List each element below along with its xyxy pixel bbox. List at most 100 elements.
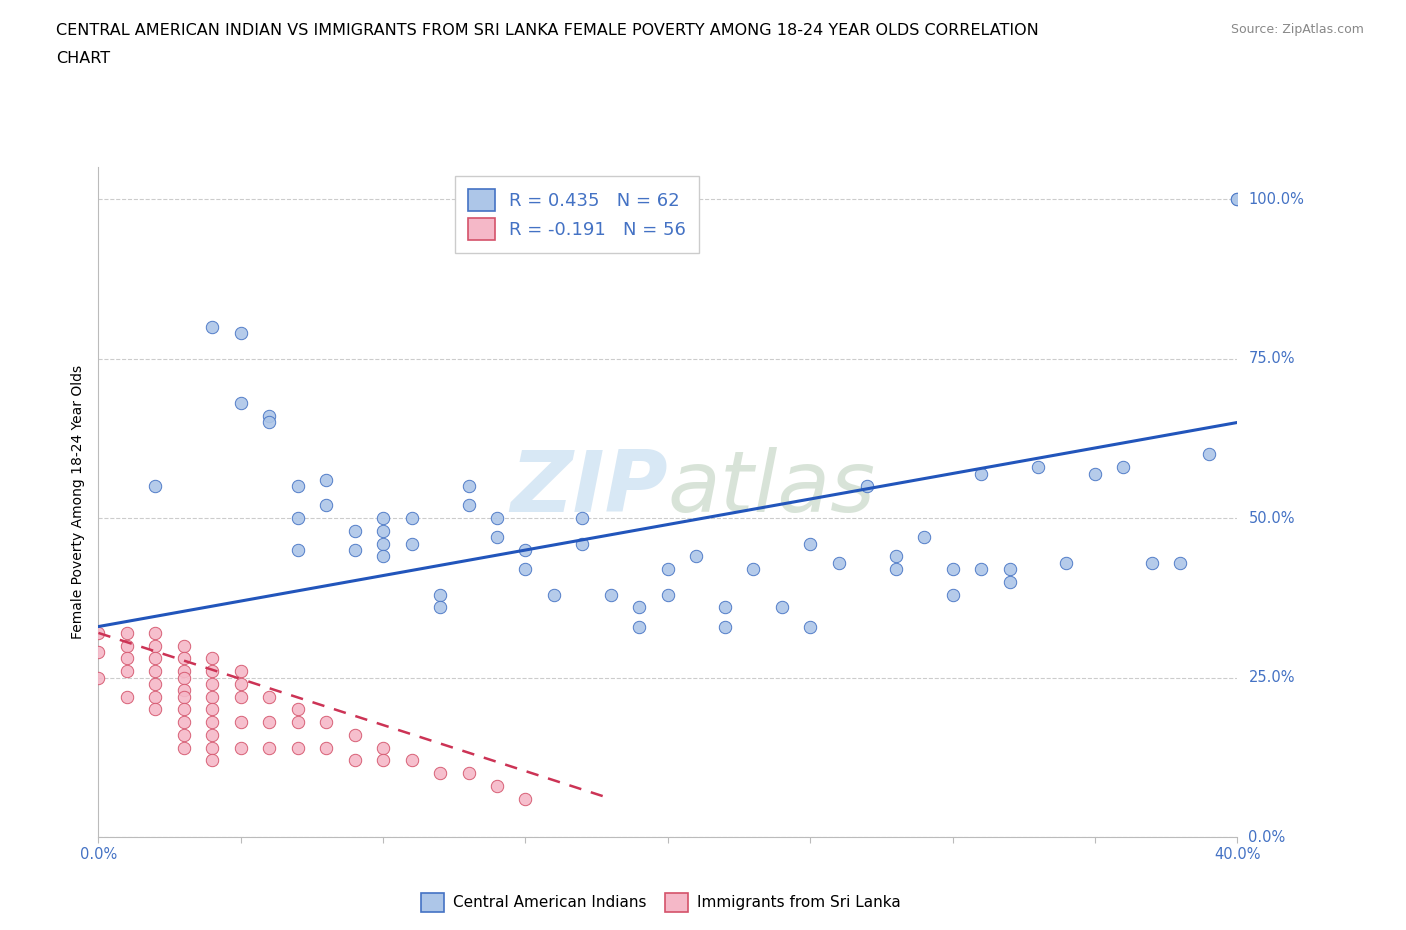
- Point: [201, 319, 224, 334]
- Point: [259, 415, 281, 430]
- Point: [486, 511, 509, 525]
- Point: [145, 702, 167, 717]
- Point: [998, 575, 1021, 590]
- Point: [145, 689, 167, 704]
- Text: 75.0%: 75.0%: [1249, 352, 1295, 366]
- Point: [373, 740, 395, 755]
- Point: [173, 715, 195, 730]
- Point: [799, 619, 821, 634]
- Point: [259, 689, 281, 704]
- Point: [1026, 459, 1049, 474]
- Point: [486, 778, 509, 793]
- Point: [229, 689, 252, 704]
- Point: [401, 511, 423, 525]
- Point: [571, 511, 593, 525]
- Point: [1170, 555, 1192, 570]
- Point: [373, 753, 395, 768]
- Point: [201, 753, 224, 768]
- Point: [115, 689, 138, 704]
- Point: [259, 740, 281, 755]
- Point: [229, 715, 252, 730]
- Point: [457, 498, 479, 512]
- Point: [1140, 555, 1163, 570]
- Point: [115, 626, 138, 641]
- Point: [429, 587, 451, 602]
- Point: [742, 562, 765, 577]
- Point: [942, 587, 965, 602]
- Point: [173, 702, 195, 717]
- Point: [1198, 447, 1220, 462]
- Text: atlas: atlas: [668, 447, 876, 530]
- Point: [970, 466, 993, 481]
- Point: [429, 600, 451, 615]
- Point: [173, 638, 195, 653]
- Point: [770, 600, 793, 615]
- Point: [657, 587, 679, 602]
- Point: [714, 600, 737, 615]
- Point: [201, 664, 224, 679]
- Point: [201, 689, 224, 704]
- Point: [315, 715, 337, 730]
- Point: [1056, 555, 1078, 570]
- Point: [145, 626, 167, 641]
- Point: [259, 408, 281, 423]
- Text: CENTRAL AMERICAN INDIAN VS IMMIGRANTS FROM SRI LANKA FEMALE POVERTY AMONG 18-24 : CENTRAL AMERICAN INDIAN VS IMMIGRANTS FR…: [56, 23, 1039, 38]
- Point: [1112, 459, 1135, 474]
- Point: [515, 791, 537, 806]
- Point: [201, 702, 224, 717]
- Text: 50.0%: 50.0%: [1249, 511, 1295, 525]
- Point: [628, 600, 651, 615]
- Point: [714, 619, 737, 634]
- Point: [229, 664, 252, 679]
- Point: [115, 638, 138, 653]
- Point: [145, 638, 167, 653]
- Point: [201, 740, 224, 755]
- Point: [884, 562, 907, 577]
- Point: [571, 537, 593, 551]
- Point: [998, 562, 1021, 577]
- Point: [287, 702, 309, 717]
- Point: [229, 740, 252, 755]
- Point: [87, 671, 110, 685]
- Point: [173, 651, 195, 666]
- Text: 100.0%: 100.0%: [1249, 192, 1305, 206]
- Point: [970, 562, 993, 577]
- Text: 25.0%: 25.0%: [1249, 671, 1295, 685]
- Point: [287, 715, 309, 730]
- Point: [229, 676, 252, 691]
- Legend: R = 0.435   N = 62, R = -0.191   N = 56: R = 0.435 N = 62, R = -0.191 N = 56: [456, 177, 699, 253]
- Point: [343, 753, 366, 768]
- Point: [628, 619, 651, 634]
- Y-axis label: Female Poverty Among 18-24 Year Olds: Female Poverty Among 18-24 Year Olds: [72, 365, 86, 639]
- Point: [828, 555, 851, 570]
- Point: [173, 740, 195, 755]
- Point: [287, 511, 309, 525]
- Point: [343, 727, 366, 742]
- Point: [287, 479, 309, 494]
- Point: [145, 651, 167, 666]
- Point: [201, 715, 224, 730]
- Point: [1226, 192, 1249, 206]
- Point: [229, 396, 252, 411]
- Point: [315, 472, 337, 487]
- Point: [173, 689, 195, 704]
- Point: [259, 715, 281, 730]
- Point: [173, 671, 195, 685]
- Point: [229, 326, 252, 340]
- Point: [486, 530, 509, 545]
- Legend: Central American Indians, Immigrants from Sri Lanka: Central American Indians, Immigrants fro…: [415, 887, 907, 918]
- Point: [373, 549, 395, 564]
- Text: ZIP: ZIP: [510, 447, 668, 530]
- Point: [173, 727, 195, 742]
- Point: [343, 524, 366, 538]
- Point: [401, 753, 423, 768]
- Point: [1226, 192, 1249, 206]
- Point: [657, 562, 679, 577]
- Point: [145, 676, 167, 691]
- Point: [145, 664, 167, 679]
- Point: [457, 479, 479, 494]
- Text: Source: ZipAtlas.com: Source: ZipAtlas.com: [1230, 23, 1364, 36]
- Point: [685, 549, 707, 564]
- Point: [543, 587, 565, 602]
- Point: [315, 498, 337, 512]
